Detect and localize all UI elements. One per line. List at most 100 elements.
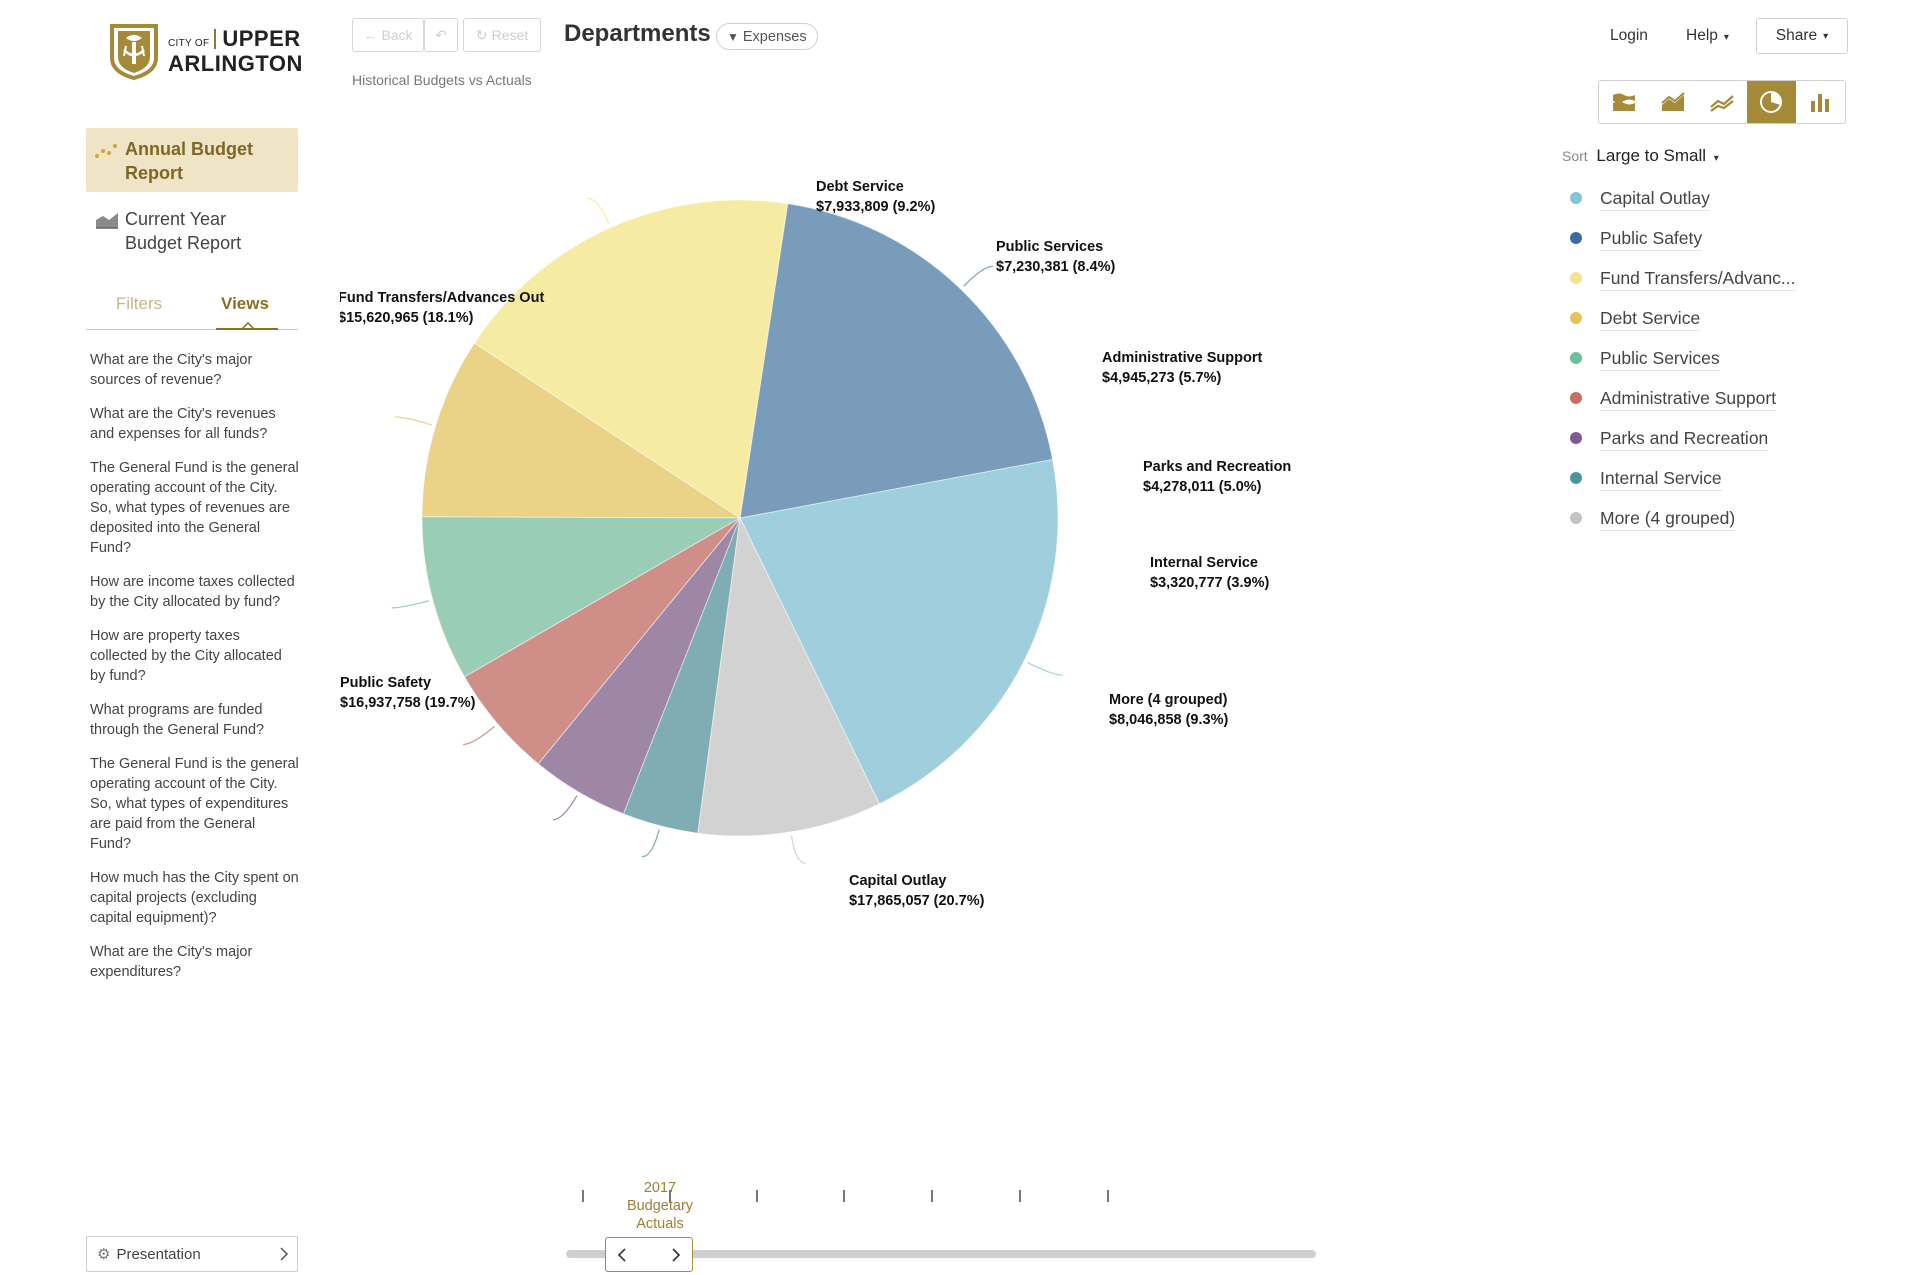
back-arrow-icon: ← [363,27,378,43]
legend-item[interactable]: Capital Outlay [1568,188,1796,228]
help-menu[interactable]: Help ▾ [1686,27,1729,45]
tab-filters[interactable]: Filters [115,294,163,313]
chevron-right-icon[interactable] [670,1247,682,1263]
timeline-tick[interactable] [931,1190,933,1202]
presentation-label: Presentation [116,1245,201,1263]
pie-view-button[interactable] [1746,81,1796,123]
legend-item[interactable]: Debt Service [1568,308,1796,348]
undo-button[interactable]: ↶ [424,18,458,52]
timeline-handle[interactable] [605,1237,693,1272]
question-link[interactable]: How are income taxes collected by the Ci… [90,574,295,610]
sort-label: Sort [1562,148,1588,164]
pie-slice[interactable] [739,458,1059,805]
timeline-tick[interactable] [843,1190,845,1202]
legend-swatch [1570,192,1582,204]
presentation-button[interactable]: ⚙ Presentation [86,1236,298,1272]
sort-dropdown[interactable]: Sort Large to Small ▾ [1562,146,1719,166]
pie-leader-line [641,829,660,858]
legend-item[interactable]: Public Safety [1568,228,1796,268]
login-link[interactable]: Login [1610,27,1648,44]
pie-slice-name-label: More (4 grouped) [1109,692,1228,708]
legend-item[interactable]: Parks and Recreation [1568,428,1796,468]
pie-leader-line [463,725,495,746]
funnel-icon: ▼ [727,29,739,44]
expenses-filter-pill[interactable]: ▼ Expenses [716,23,818,50]
pie-slice-name-label: Debt Service [816,179,904,195]
timeline-selected-label: 2017 Budgetary Actuals [626,1180,694,1232]
nav-annual-budget-report[interactable]: Annual Budget Report [86,128,298,192]
timeline-tick[interactable] [582,1190,584,1202]
bar-view-button[interactable] [1796,81,1845,123]
sidebar-tabs: Filters Views [86,290,298,330]
legend-label: Administrative Support [1600,388,1777,411]
legend-item[interactable]: More (4 grouped) [1568,508,1796,548]
back-button[interactable]: ← Back [352,18,424,52]
reset-label: Reset [491,27,529,43]
legend-swatch [1570,512,1582,524]
legend-swatch [1570,232,1582,244]
pie-slice-name-label: Capital Outlay [849,873,947,889]
pie-slice[interactable] [473,199,789,519]
pie-slice-name-label: Fund Transfers/Advances Out [340,290,544,306]
brand-line1: UPPER [222,25,301,51]
pie-slice-value-label: $4,945,273 (5.7%) [1102,370,1221,386]
pie-chart: Capital Outlay $17,865,057 (20.7%) Public … [340,179,1291,909]
timeline-track[interactable] [566,1250,1316,1258]
pie-slice[interactable] [697,516,881,837]
legend-item[interactable]: Internal Service [1568,468,1796,508]
tab-views[interactable]: Views [192,290,298,330]
legend-label: More (4 grouped) [1600,508,1736,531]
question-link[interactable]: How much has the City spent on capital p… [90,870,299,926]
line-icon [1710,95,1734,112]
pie-slice-name-label: Public Safety [340,675,431,691]
question-link[interactable]: What are the City's major sources of rev… [90,352,253,388]
nav-current-year-budget-report[interactable]: Current Year Budget Report [86,198,298,264]
legend-swatch [1570,392,1582,404]
legend-label: Parks and Recreation [1600,428,1769,451]
chart-legend: Capital Outlay Public Safety Fund Transfer… [1568,188,1796,548]
reset-button[interactable]: ↻ Reset [463,18,541,52]
pie-leader-line [391,600,429,609]
timeline-tick[interactable] [1107,1190,1109,1202]
timeline-tick[interactable] [756,1190,758,1202]
chevron-right-icon [280,1247,289,1261]
legend-item[interactable]: Fund Transfers/Advanc... [1568,268,1796,308]
question-link[interactable]: How are property taxes collected by the … [90,628,282,684]
question-link[interactable]: The General Fund is the general operatin… [90,756,299,852]
timeline-tick[interactable] [669,1190,671,1202]
line-view-button[interactable] [1697,81,1746,123]
question-link[interactable]: The General Fund is the general operatin… [90,460,299,556]
pie-slice-value-label: $4,278,011 (5.0%) [1143,479,1262,495]
legend-item[interactable]: Public Services [1568,348,1796,388]
sort-value: Large to Small [1596,146,1707,165]
share-button[interactable]: Share ▾ [1756,18,1848,54]
pie-slice[interactable] [421,342,742,519]
legend-label: Public Services [1600,348,1720,371]
question-list: What are the City's major sources of rev… [90,350,300,996]
question-link[interactable]: What are the City's revenues and expense… [90,406,276,442]
pie-slice[interactable] [739,203,1054,519]
filter-label: Expenses [742,28,807,45]
brand-city-of: CITY OF [168,37,210,49]
legend-label: Internal Service [1600,468,1722,491]
pie-slice-value-label: $15,620,965 (18.1%) [340,310,474,326]
chevron-left-icon[interactable] [616,1247,628,1263]
city-logo[interactable]: CITY OF UPPER ARLINGTON [106,20,306,82]
pie-leader-line [963,265,994,287]
question-link[interactable]: What programs are funded through the Gen… [90,702,265,738]
legend-swatch [1570,472,1582,484]
stacked-area-icon [1612,93,1635,111]
legend-item[interactable]: Administrative Support [1568,388,1796,428]
pie-slice[interactable] [421,516,742,678]
pie-icon [1760,91,1783,113]
pie-slice-value-label: $16,937,758 (19.7%) [340,695,476,711]
gear-icon: ⚙ [97,1246,111,1263]
stacked-area-view-button[interactable] [1599,81,1648,123]
pie-leader-line [1027,662,1063,676]
tab-views-label: Views [221,294,269,313]
legend-swatch [1570,312,1582,324]
area-view-button[interactable] [1648,81,1697,123]
legend-swatch [1570,352,1582,364]
timeline-tick[interactable] [1019,1190,1021,1202]
question-link[interactable]: What are the City's major expenditures? [90,944,253,980]
